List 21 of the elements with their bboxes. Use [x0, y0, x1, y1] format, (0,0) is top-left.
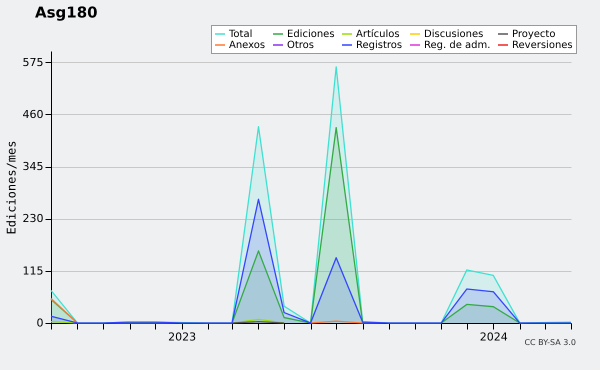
legend-label: Reversiones [512, 40, 573, 51]
legend-label: Proyecto [512, 29, 556, 40]
legend-label: Discusiones [424, 29, 484, 40]
y-tick-label: 345 [22, 160, 44, 174]
y-tick-label: 575 [22, 56, 44, 69]
x-tick-label: 2024 [480, 330, 508, 344]
legend-label: Reg. de adm. [424, 40, 490, 51]
legend-label: Anexos [229, 40, 266, 51]
legend-label: Otros [287, 40, 314, 51]
legend-label: Artículos [356, 29, 400, 40]
legend-label: Total [228, 29, 252, 40]
x-tick-label: 2023 [168, 330, 196, 344]
legend-label: Registros [356, 40, 402, 51]
y-tick-label: 115 [22, 264, 44, 278]
y-tick-label: 0 [36, 316, 44, 330]
text: CC BY-SA 3.0 [524, 338, 576, 347]
y-tick-label: 460 [22, 108, 44, 121]
y-axis-title: Ediciones/mes [4, 140, 19, 234]
chart-title: Asg180 [35, 4, 98, 22]
legend-label: Ediciones [287, 29, 335, 40]
y-tick-label: 230 [22, 212, 44, 226]
